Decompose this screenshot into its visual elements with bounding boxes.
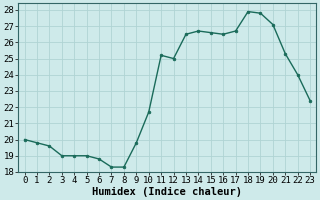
X-axis label: Humidex (Indice chaleur): Humidex (Indice chaleur) xyxy=(92,186,242,197)
